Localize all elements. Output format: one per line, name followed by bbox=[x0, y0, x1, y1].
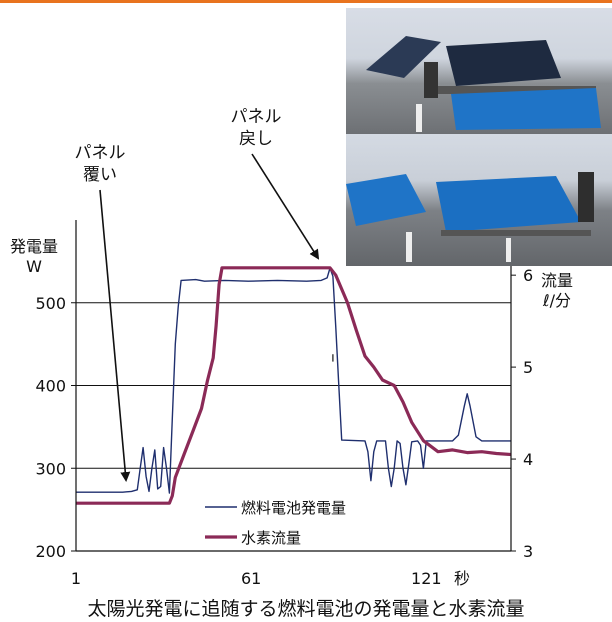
y-tick-label-left: 300 bbox=[35, 459, 66, 478]
x-tick-label: 1 bbox=[71, 569, 81, 588]
tarp-shape bbox=[346, 174, 426, 226]
panel-frame-shape bbox=[436, 86, 596, 94]
y-tick-label-left: 500 bbox=[35, 294, 66, 313]
legend-label: 燃料電池発電量 bbox=[241, 499, 346, 517]
person-shape bbox=[424, 62, 438, 98]
photo-top bbox=[346, 8, 612, 134]
tarp-shape bbox=[451, 88, 601, 130]
y-axis-title-left-line: W bbox=[26, 257, 42, 276]
arrow-restore bbox=[251, 153, 320, 260]
arrow-cover bbox=[99, 189, 131, 482]
annotation-cover: パネル 覆い bbox=[74, 143, 126, 185]
panel-frame-shape bbox=[441, 230, 591, 236]
person-shape bbox=[578, 172, 594, 222]
x-tick-label: 121 bbox=[411, 569, 442, 588]
y-tick-label-right: 4 bbox=[523, 450, 533, 469]
y-axis-title-left-line: 発電量 bbox=[10, 237, 58, 256]
hydrogen-line bbox=[76, 266, 512, 505]
photo-bottom-drawing bbox=[346, 172, 594, 262]
grid-lines bbox=[76, 302, 511, 469]
post-shape bbox=[406, 232, 412, 262]
power-series-group bbox=[76, 267, 511, 494]
solar-panel-shape bbox=[366, 36, 441, 78]
chart-caption: 太陽光発電に追随する燃料電池の発電量と水素流量 bbox=[87, 598, 525, 620]
annotation-arrows bbox=[99, 153, 320, 482]
solar-panel-shape bbox=[446, 40, 561, 86]
y-axis-title-left: 発電量 W bbox=[10, 237, 58, 276]
y-tick-label-left: 200 bbox=[35, 542, 66, 561]
annotation-restore: パネル 戻し bbox=[230, 107, 282, 149]
top-accent-rule bbox=[0, 0, 612, 3]
y-tick-label-left: 400 bbox=[35, 377, 66, 396]
hydrogen-series-group bbox=[76, 266, 512, 505]
x-axis-label: 秒 bbox=[454, 569, 470, 588]
y-tick-label-right: 5 bbox=[523, 358, 533, 377]
y-tick-label-right: 6 bbox=[523, 266, 533, 285]
post-shape bbox=[506, 238, 511, 262]
x-tick-label: 61 bbox=[241, 569, 261, 588]
y-axis-title-right-line: ℓ/分 bbox=[542, 291, 571, 310]
y-axis-title-right-line: 流量 bbox=[541, 271, 573, 290]
legend-label: 水素流量 bbox=[241, 529, 301, 547]
y-axis-title-right: 流量 ℓ/分 bbox=[541, 271, 573, 310]
power-line bbox=[76, 267, 511, 494]
photo-bottom bbox=[346, 134, 612, 266]
y-tick-label-right: 3 bbox=[523, 542, 533, 561]
tarp-shape bbox=[436, 176, 581, 232]
photo-top-drawing bbox=[366, 36, 601, 132]
post-shape bbox=[416, 104, 422, 132]
